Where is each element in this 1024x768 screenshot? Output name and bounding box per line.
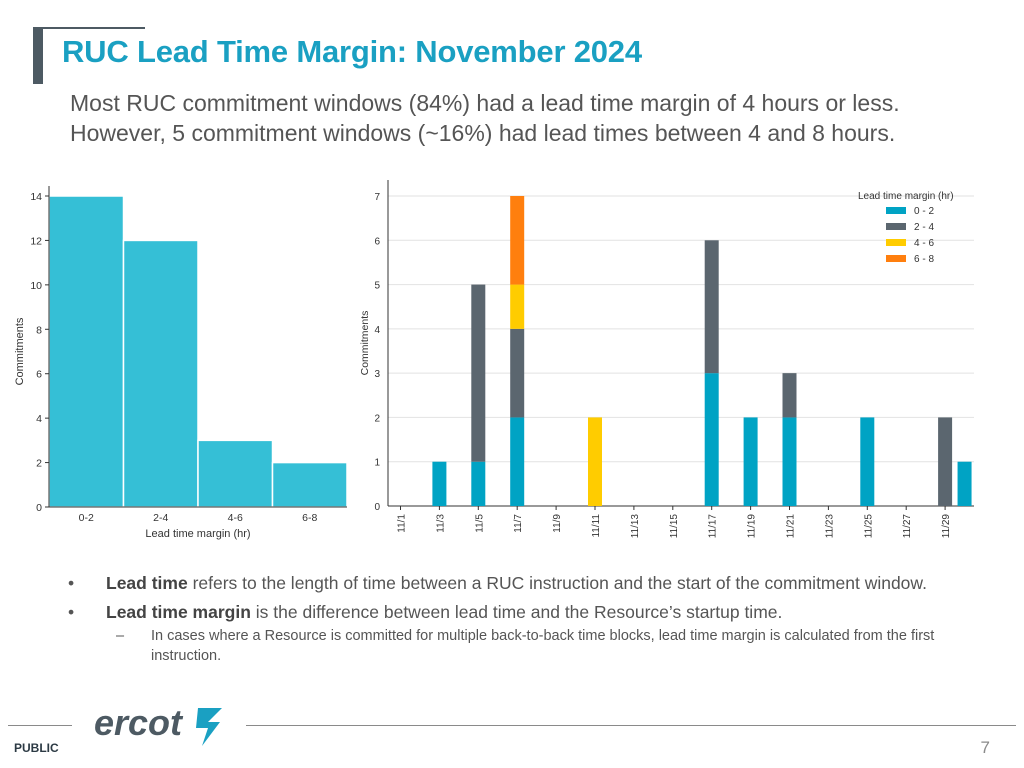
stacked-bar-segment [782,373,797,418]
x-tick-label: 0-2 [79,512,94,524]
stacked-bar-segment [432,461,447,506]
bullet-term: Lead time margin [106,602,251,622]
title-accent-line [33,27,145,29]
y-tick-label: 0 [36,502,42,514]
hist-bar [271,461,348,508]
ercot-logo: ercot [94,702,222,746]
legend-swatch [886,207,906,214]
stacked-bar-segment [704,373,719,506]
x-tick-label: 11/25 [863,514,874,539]
x-tick-label: 6-8 [302,512,317,524]
x-tick-label: 11/15 [669,514,680,539]
x-tick-label: 11/9 [552,514,563,533]
y-tick-label: 4 [374,325,380,336]
y-tick-label: 2 [36,458,42,470]
daily-stacked-bar-chart: 0 1 2 3 4 5 6 7 11/1 11/3 11/5 11/7 11/9 11/11 11/13 11… [359,180,974,539]
hist-bar [197,439,274,508]
legend-swatch [886,223,906,230]
slide-title: RUC Lead Time Margin: November 2024 [62,34,642,69]
stacked-bar-segment [782,417,797,506]
y-tick-label: 14 [30,191,42,203]
bullet-marker: • [68,602,75,622]
y-tick-label: 0 [374,502,380,513]
x-tick-label: 11/23 [824,514,835,539]
y-tick-label: 12 [30,235,42,247]
stacked-bar-segment [743,417,758,506]
y-axis-label: Commitments [359,311,371,376]
y-tick-label: 1 [374,458,380,469]
stacked-bar-segment [510,417,525,506]
y-tick-label: 7 [374,192,380,203]
legend-label: 4 - 6 [914,238,934,249]
sub-bullet-text: In cases where a Resource is committed f… [151,628,935,664]
footer-divider-left [8,725,72,726]
x-tick-label: 11/19 [747,514,758,539]
stacked-bar-segment [957,461,972,506]
x-axis-label: Lead time margin (hr) [145,528,250,540]
stacked-bar-segment [471,461,486,506]
sub-bullet: – In cases where a Resource is committed… [64,626,994,666]
x-tick-label: 11/3 [435,514,446,533]
x-tick-label: 11/13 [630,514,641,539]
y-tick-label: 6 [36,369,42,381]
legend-label: 2 - 4 [914,222,934,233]
x-tick-label: 11/17 [708,514,719,539]
y-tick-label: 2 [374,413,380,424]
logo-wordmark: ercot [94,702,184,743]
x-tick-label: 11/29 [941,514,952,539]
stacked-bar-segment [938,417,953,506]
stacked-bar-segment [510,196,525,285]
y-tick-label: 6 [374,236,380,247]
y-axis-label: Commitments [14,317,26,385]
classification-label: PUBLIC [14,741,59,755]
page-number: 7 [980,738,990,757]
y-tick-label: 10 [30,280,42,292]
legend-swatch [886,239,906,246]
stacked-bar-segment [471,284,486,462]
bullet-lead-time-margin: • Lead time margin is the difference bet… [64,601,994,666]
stacked-bar-segment [860,417,875,506]
stacked-bar-segment [588,417,602,506]
logo-bolt-icon [196,708,222,746]
x-tick-label: 2-4 [153,512,168,524]
legend-label: 6 - 8 [914,254,934,265]
stacked-bar-segment [510,284,525,329]
bullet-list: • Lead time refers to the length of time… [64,572,994,672]
x-tick-label: 11/27 [902,514,913,539]
legend-swatch [886,255,906,262]
histogram-chart: 0-2 2-4 4-6 6-8 0 2 4 6 8 10 12 14 Lead time margin … [14,186,348,540]
y-tick-label: 4 [36,413,42,425]
x-tick-label: 11/5 [474,514,485,533]
x-tick-label: 11/11 [591,514,602,538]
bullet-term: Lead time [106,573,188,593]
bullet-marker: • [68,573,75,593]
x-tick-label: 11/1 [397,514,408,533]
legend-label: 0 - 2 [914,206,934,217]
y-tick-label: 3 [374,369,380,380]
bullet-text: refers to the length of time between a R… [187,573,927,593]
title-accent-bar [33,28,43,84]
hist-bar [122,239,199,508]
stacked-bar-segment [510,328,525,418]
footer-divider-right [246,725,1016,726]
y-tick-label: 5 [374,281,380,292]
sub-bullet-marker: – [116,628,125,644]
x-tick-label: 4-6 [228,512,243,524]
x-tick-label: 11/7 [513,514,524,533]
legend-title: Lead time margin (hr) [858,191,954,202]
x-tick-label: 11/21 [786,514,797,539]
y-tick-label: 8 [36,324,42,336]
slide-subtitle: Most RUC commitment windows (84%) had a … [70,90,900,146]
hist-bar [48,195,125,508]
bullet-text: is the difference between lead time and … [250,602,783,622]
stacked-bar-segment [704,240,719,374]
bullet-lead-time: • Lead time refers to the length of time… [64,572,994,595]
